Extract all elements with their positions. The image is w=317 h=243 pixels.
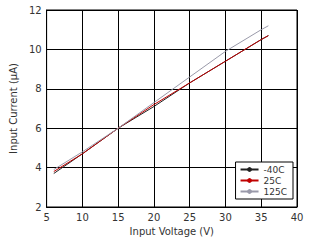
svg-text:20: 20 <box>148 212 161 223</box>
svg-text:8: 8 <box>35 83 41 94</box>
svg-text:4: 4 <box>35 162 41 173</box>
svg-text:25: 25 <box>183 212 196 223</box>
svg-text:Input Voltage (V): Input Voltage (V) <box>130 226 215 237</box>
svg-text:Input Current (µA): Input Current (µA) <box>8 63 19 154</box>
svg-text:40: 40 <box>291 212 304 223</box>
svg-text:30: 30 <box>219 212 232 223</box>
svg-text:12: 12 <box>29 5 42 16</box>
svg-text:6: 6 <box>35 123 41 134</box>
svg-text:5: 5 <box>43 212 49 223</box>
svg-text:10: 10 <box>29 44 42 55</box>
svg-text:10: 10 <box>76 212 89 223</box>
svg-text:35: 35 <box>255 212 268 223</box>
svg-text:15: 15 <box>112 212 125 223</box>
svg-text:125C: 125C <box>264 187 287 197</box>
svg-text:25C: 25C <box>264 176 282 186</box>
svg-text:2: 2 <box>35 202 41 213</box>
svg-text:-40C: -40C <box>264 165 285 175</box>
